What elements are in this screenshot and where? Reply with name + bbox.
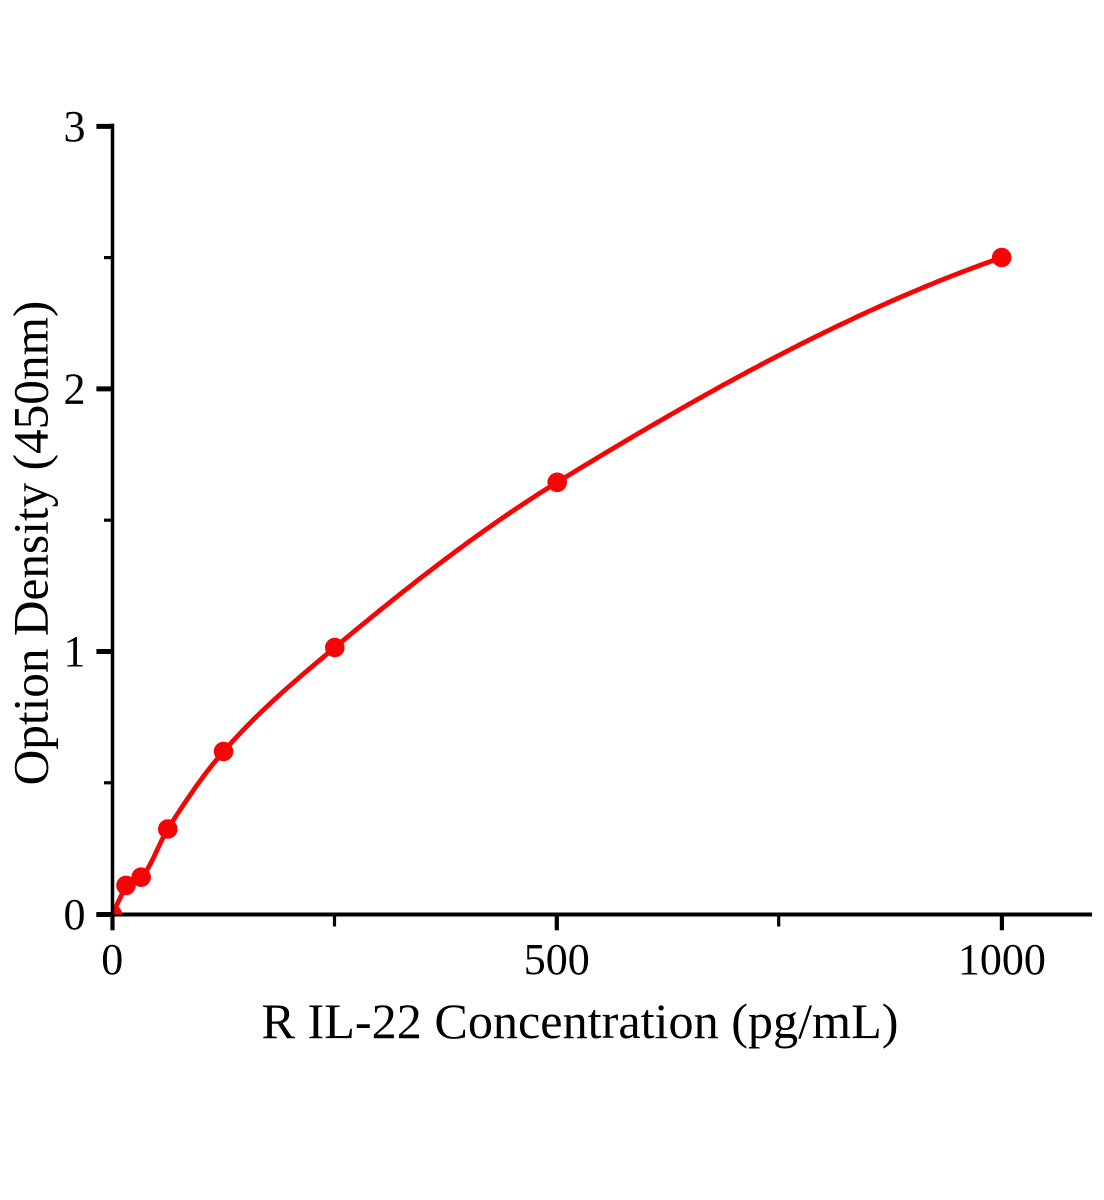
svg-text:500: 500 — [524, 935, 590, 984]
svg-text:3: 3 — [64, 102, 86, 151]
svg-text:Option Density (450nm): Option Density (450nm) — [4, 301, 59, 786]
svg-text:1: 1 — [64, 627, 86, 676]
svg-text:0: 0 — [101, 935, 123, 984]
svg-text:0: 0 — [64, 890, 86, 939]
svg-text:1000: 1000 — [958, 935, 1046, 984]
svg-text:2: 2 — [64, 364, 86, 413]
svg-text:R IL-22 Concentration (pg/mL): R IL-22 Concentration (pg/mL) — [262, 993, 899, 1049]
